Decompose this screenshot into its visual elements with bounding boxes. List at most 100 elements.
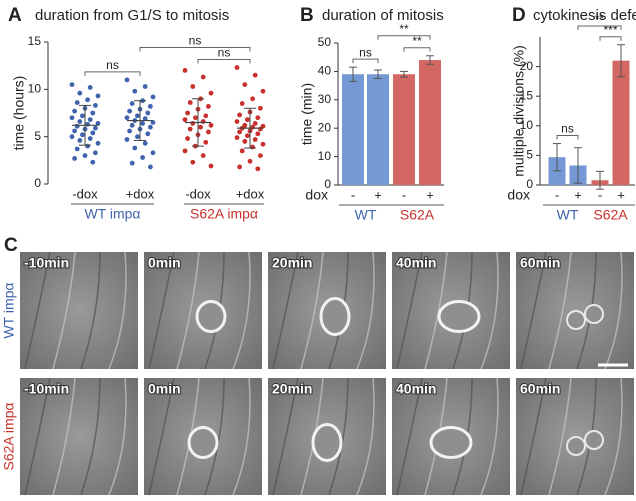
significance-bracket: [377, 35, 431, 40]
data-point: [85, 143, 90, 149]
rounded-cell: [429, 426, 473, 459]
data-point: [182, 148, 188, 154]
data-point: [90, 159, 96, 165]
y-tick-label: 10: [520, 118, 534, 132]
bar: [612, 60, 630, 185]
data-point: [237, 129, 243, 135]
cell-outline: [424, 251, 448, 370]
data-point: [142, 116, 148, 122]
group-label: WT impα: [84, 206, 140, 222]
daughter-cell: [566, 310, 586, 330]
data-point: [77, 119, 83, 124]
significance-label: ns: [561, 122, 574, 136]
x-axis-label: dox: [305, 187, 328, 203]
chart-title: duration of mitosis: [322, 7, 444, 24]
row-label: WT impα: [1, 282, 17, 338]
data-point: [182, 68, 188, 73]
data-point: [87, 85, 93, 90]
data-point: [80, 113, 85, 119]
y-tick-label: 20: [318, 120, 332, 134]
data-point: [132, 88, 138, 94]
cell-outline: [204, 377, 225, 496]
cell-outline: [480, 251, 499, 370]
frame-label: 0min: [148, 381, 181, 397]
data-point: [93, 103, 98, 108]
data-point: [127, 108, 132, 114]
y-tick-label: 20: [520, 59, 534, 73]
daughter-cell: [566, 436, 586, 456]
cell-outline: [356, 251, 375, 370]
data-point: [250, 144, 256, 150]
y-tick-label: 0: [34, 176, 41, 190]
x-tick-label: -dox: [185, 186, 211, 201]
data-point: [252, 121, 258, 126]
data-point: [124, 137, 130, 142]
data-point: [239, 148, 245, 154]
frame-label: 0min: [148, 255, 181, 271]
data-point: [135, 134, 140, 140]
y-tick-label: 15: [28, 34, 42, 48]
cell-outline: [520, 377, 547, 496]
frame-label: -10min: [24, 381, 69, 397]
data-point: [190, 121, 196, 126]
group-label: S62A: [400, 207, 435, 223]
cell-outline: [108, 251, 127, 370]
y-axis-label: multiple divisions (%): [511, 45, 527, 176]
frame-label: -10min: [24, 255, 69, 271]
panel-letter: B: [300, 5, 314, 26]
x-axis-label: dox: [507, 187, 530, 203]
data-point: [80, 132, 85, 138]
chart-title: cytokinesis defects: [533, 7, 636, 24]
panel-letter: C: [4, 235, 18, 256]
data-point: [148, 164, 153, 170]
data-point: [185, 136, 191, 141]
data-point: [193, 115, 198, 121]
rounded-cell: [437, 300, 481, 333]
significance-bracket: [577, 25, 622, 30]
data-point: [258, 126, 263, 132]
data-point: [203, 113, 209, 119]
data-point: [85, 121, 90, 127]
data-point: [187, 100, 193, 105]
group-label: S62A: [593, 207, 628, 223]
data-point: [95, 140, 101, 146]
data-point: [200, 74, 206, 80]
panel-letter: A: [8, 5, 22, 26]
bar: [393, 74, 415, 185]
data-point: [187, 126, 193, 132]
data-point: [69, 134, 75, 140]
data-point: [148, 103, 153, 109]
significance-label: **: [399, 22, 409, 36]
data-point: [129, 160, 135, 166]
data-point: [135, 113, 140, 119]
data-point: [208, 122, 214, 128]
x-tick-label: +: [617, 187, 625, 202]
bar: [342, 74, 364, 185]
data-point: [208, 90, 214, 96]
data-point: [129, 101, 135, 106]
data-point: [74, 123, 80, 129]
significance-bracket: [403, 47, 431, 52]
data-point: [74, 100, 80, 105]
x-tick-label: +: [374, 187, 382, 202]
data-point: [127, 128, 132, 134]
y-axis-label: time (hours): [11, 76, 27, 151]
significance-bracket: [84, 71, 141, 76]
y-tick-label: 40: [318, 64, 332, 78]
bar: [367, 74, 389, 185]
cell-outline: [24, 377, 51, 496]
panel-letter: D: [512, 5, 526, 26]
data-point: [93, 125, 98, 131]
significance-label: ns: [189, 34, 202, 48]
frame-label: 40min: [396, 381, 436, 397]
data-point: [185, 110, 191, 116]
data-point: [190, 84, 196, 89]
y-tick-label: 30: [318, 92, 332, 106]
data-point: [145, 110, 151, 116]
y-tick-label: 15: [520, 88, 534, 102]
y-axis-label: time (min): [299, 83, 315, 145]
bar: [419, 60, 441, 185]
significance-bracket: [556, 135, 579, 140]
x-tick-label: -: [351, 187, 355, 202]
data-point: [145, 131, 151, 137]
